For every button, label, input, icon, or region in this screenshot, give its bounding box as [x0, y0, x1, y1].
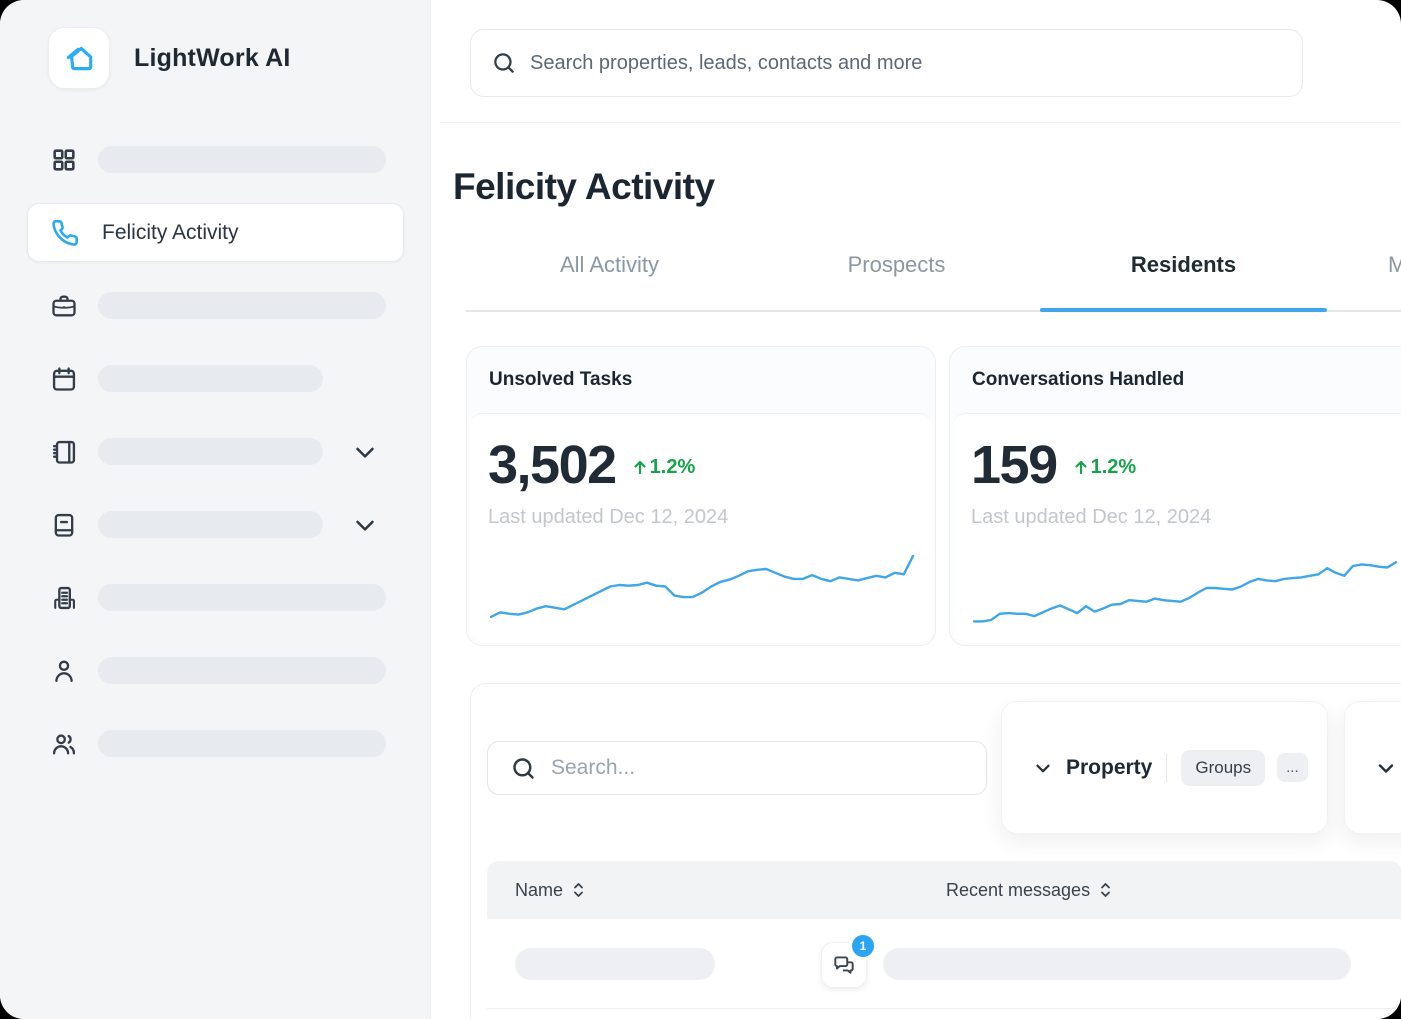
skeleton-pill — [98, 511, 323, 538]
sparkline-chart — [972, 561, 1398, 623]
skeleton-pill — [98, 365, 323, 392]
stat-delta: 1.2% — [630, 456, 695, 479]
search-icon — [491, 50, 517, 76]
tab-partial[interactable]: M — [1388, 252, 1401, 277]
stat-card-title: Conversations Handled — [972, 368, 1185, 390]
briefcase-icon — [50, 292, 78, 320]
sidebar-item-felicity-activity[interactable]: Felicity Activity — [27, 203, 404, 262]
chevron-down-icon[interactable] — [350, 510, 380, 540]
property-filter-card: Property Groups ... — [1001, 701, 1328, 834]
vertical-divider — [1166, 753, 1168, 782]
property-filter-label[interactable]: Property — [1066, 755, 1153, 779]
skeleton-pill — [98, 584, 386, 611]
arrow-up-icon — [630, 457, 650, 477]
skeleton-pill — [98, 146, 386, 173]
stat-updated: Last updated Dec 12, 2024 — [488, 506, 729, 528]
sidebar-item-book[interactable] — [50, 511, 78, 539]
sidebar: LightWork AI Felicity Activity — [0, 0, 431, 1019]
sidebar-item-user[interactable] — [50, 657, 78, 685]
house-icon — [62, 41, 96, 75]
chevron-down-icon[interactable] — [350, 437, 380, 467]
users-icon — [50, 730, 78, 758]
skeleton-pill — [883, 948, 1351, 980]
user-icon — [50, 657, 78, 685]
tab-bar: All Activity Prospects Residents M — [466, 252, 1401, 312]
book-icon — [50, 511, 78, 539]
column-header-name[interactable]: Name — [515, 861, 585, 919]
calendar-icon — [50, 365, 78, 393]
tab-all-activity[interactable]: All Activity — [559, 252, 660, 277]
sidebar-item-building[interactable] — [50, 584, 78, 612]
sidebar-item-briefcase[interactable] — [50, 292, 78, 320]
stat-delta: 1.2% — [1071, 456, 1136, 479]
sort-icon[interactable] — [572, 881, 585, 899]
header-divider — [441, 122, 1401, 123]
tab-residents[interactable]: Residents — [1130, 252, 1237, 277]
stat-card-title: Unsolved Tasks — [489, 368, 633, 390]
sparkline-chart — [489, 554, 915, 619]
residents-panel: Search... Property Groups ... Name — [470, 683, 1401, 1019]
notebook-icon — [50, 438, 78, 466]
arrow-up-icon — [1071, 457, 1091, 477]
grid-icon — [50, 146, 78, 174]
skeleton-pill — [98, 657, 386, 684]
table-search-input[interactable]: Search... — [487, 741, 987, 795]
chevron-down-icon[interactable] — [1032, 757, 1054, 779]
chevron-down-icon[interactable] — [1374, 756, 1398, 780]
table-row[interactable]: 1 — [487, 919, 1401, 1009]
stat-value: 3,502 — [488, 435, 617, 495]
search-icon — [510, 755, 537, 782]
skeleton-pill — [98, 292, 386, 319]
sidebar-item-users[interactable] — [50, 730, 78, 758]
stat-card-conversations-handled: Conversations Handled 159 1.2% Last upda… — [949, 346, 1401, 646]
logo-tile[interactable] — [48, 27, 110, 89]
table-header: Name Recent messages — [487, 861, 1401, 919]
skeleton-pill — [98, 730, 386, 757]
secondary-filter-card — [1344, 701, 1401, 834]
chat-message-button[interactable]: 1 — [821, 932, 877, 988]
skeleton-pill — [98, 438, 323, 465]
brand: LightWork AI — [48, 27, 291, 89]
sidebar-item-dashboard[interactable] — [50, 146, 78, 174]
active-tab-underline — [1040, 308, 1327, 312]
stat-card-body: 3,502 1.2% Last updated Dec 12, 2024 — [470, 413, 932, 642]
building-icon — [50, 584, 78, 612]
sidebar-item-notebook[interactable] — [50, 438, 78, 466]
sidebar-item-label: Felicity Activity — [102, 220, 239, 244]
sidebar-item-calendar[interactable] — [50, 365, 78, 393]
tab-prospects[interactable]: Prospects — [847, 252, 946, 277]
page-title: Felicity Activity — [453, 166, 715, 207]
more-options-button[interactable]: ... — [1277, 753, 1308, 782]
skeleton-pill — [515, 948, 715, 980]
sort-icon[interactable] — [1099, 881, 1112, 899]
stat-value: 159 — [971, 435, 1058, 495]
table-search-placeholder: Search... — [551, 756, 636, 779]
unread-count-badge: 1 — [849, 932, 877, 960]
phone-icon — [51, 219, 79, 247]
chat-bubbles-icon — [831, 952, 857, 978]
stat-card-unsolved-tasks: Unsolved Tasks 3,502 1.2% Last updated D… — [466, 346, 936, 646]
groups-button[interactable]: Groups — [1181, 749, 1266, 786]
stat-card-body: 159 1.2% Last updated Dec 12, 2024 — [953, 413, 1401, 642]
stat-updated: Last updated Dec 12, 2024 — [971, 506, 1212, 528]
global-search-bar[interactable]: Search properties, leads, contacts and m… — [470, 29, 1303, 97]
column-header-recent-messages[interactable]: Recent messages — [946, 861, 1112, 919]
brand-name: LightWork AI — [134, 43, 291, 72]
tabs-baseline — [466, 310, 1401, 312]
global-search-placeholder: Search properties, leads, contacts and m… — [530, 51, 923, 74]
